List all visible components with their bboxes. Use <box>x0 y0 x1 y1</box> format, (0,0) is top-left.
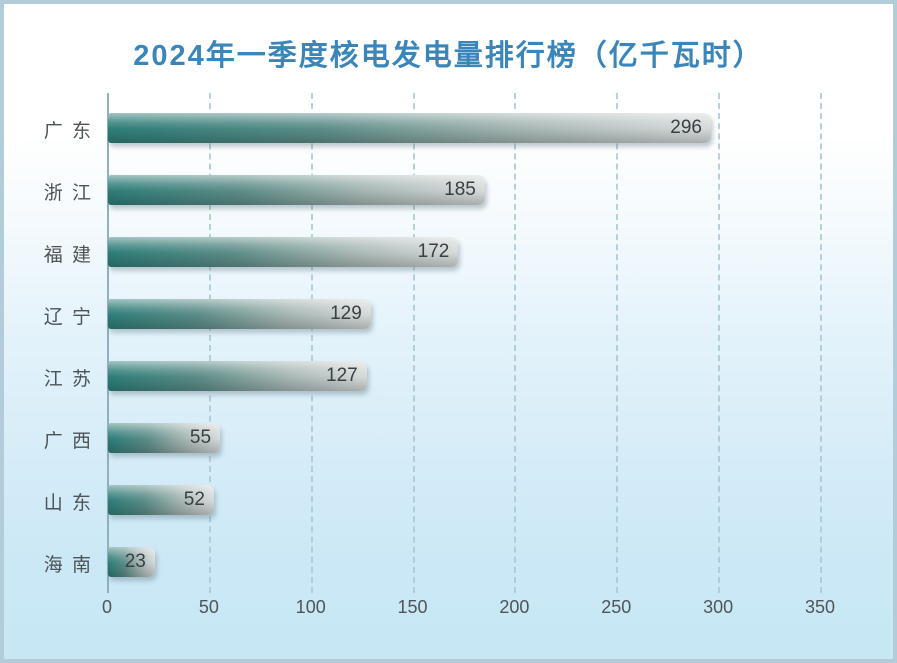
bar-value-label: 23 <box>124 551 146 572</box>
bar: 23 <box>108 547 155 577</box>
x-tick-label-0: 0 <box>101 597 113 617</box>
bar-value-label: 129 <box>330 303 362 324</box>
bar-value-label: 127 <box>326 365 358 386</box>
x-tick-label-300: 300 <box>703 597 734 617</box>
gridline-50 <box>208 93 211 593</box>
bar: 296 <box>108 113 711 143</box>
y-axis-line <box>107 93 109 593</box>
category-label: 浙 江 <box>43 183 93 204</box>
category-label: 广 东 <box>43 121 93 142</box>
bar: 55 <box>108 423 221 453</box>
bar-value-label: 55 <box>189 427 212 448</box>
category-label: 广 西 <box>43 431 93 452</box>
bar-value-label: 172 <box>417 241 450 262</box>
category-label: 山 东 <box>43 493 93 514</box>
bar: 185 <box>108 175 485 205</box>
x-tick-label-150: 150 <box>397 597 428 617</box>
bar: 172 <box>108 237 459 267</box>
x-tick-label-200: 200 <box>499 597 530 617</box>
chart-title: 2024年一季度核电发电量排行榜（亿千瓦时） <box>133 40 764 72</box>
plot-area: 0 50 100 150 200 250 300 350 广 东 296 浙 江 185 福 建 172 辽… <box>44 93 835 617</box>
gridline-100 <box>310 93 313 593</box>
bar-value-label: 296 <box>670 117 702 138</box>
gridline-200 <box>514 93 517 593</box>
bar-value-label: 185 <box>444 179 476 200</box>
x-tick-label-250: 250 <box>601 597 632 617</box>
gridline-350 <box>820 93 822 593</box>
bar-value-label: 52 <box>183 489 205 510</box>
category-label: 辽 宁 <box>43 307 93 328</box>
bar: 127 <box>108 361 367 391</box>
gridline-150 <box>412 93 415 593</box>
gridline-300 <box>718 93 721 593</box>
x-tick-label-50: 50 <box>198 597 219 617</box>
gridline-250 <box>616 93 619 593</box>
bar: 52 <box>108 485 214 515</box>
x-tick-label-100: 100 <box>295 597 326 617</box>
category-label: 江 苏 <box>43 369 93 390</box>
category-label: 海 南 <box>43 555 93 576</box>
category-label: 福 建 <box>43 245 93 266</box>
x-tick-label-350: 350 <box>804 597 836 617</box>
bar: 129 <box>108 299 371 329</box>
